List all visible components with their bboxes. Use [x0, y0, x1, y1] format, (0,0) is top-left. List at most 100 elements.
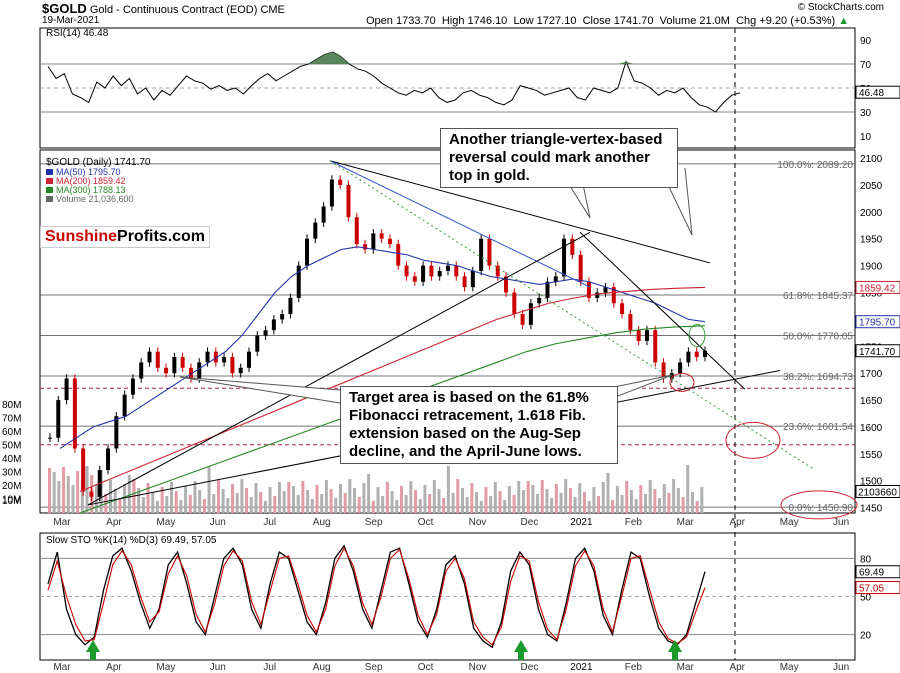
price-x-label: Apr [106, 517, 122, 528]
volume-bar [625, 481, 629, 513]
annotation-target-area: Target area is based on the 61.8% Fibona… [340, 386, 618, 464]
volume-bar [615, 486, 619, 513]
price-candle-body [445, 265, 450, 271]
sto-x-label: Jul [263, 662, 276, 673]
price-value-box [855, 280, 900, 294]
price-candle-body [114, 416, 119, 449]
volume-bar [226, 498, 230, 513]
price-legend-title: $GOLD (Daily) 1741.70 [46, 157, 151, 168]
volume-bar [409, 481, 413, 513]
price-candle-body [56, 400, 61, 438]
sto-x-label: Nov [469, 662, 487, 673]
volume-bar [202, 499, 206, 513]
price-candle-body [329, 179, 334, 207]
brand-logo: SunshineProfits.com [40, 226, 211, 248]
volume-bar [639, 485, 643, 513]
sto-x-label: Oct [418, 662, 434, 673]
volume-bar [676, 488, 680, 513]
price-candle-body [89, 491, 94, 497]
sto-x-label: 2021 [570, 662, 593, 673]
volume-bar [301, 481, 305, 513]
volume-bar [611, 500, 615, 513]
volume-bar [57, 481, 61, 513]
price-candle-body [669, 373, 674, 379]
volume-bar [334, 498, 338, 513]
volume-bar [568, 488, 572, 513]
note2-pointer-left [179, 376, 341, 404]
price-value-label: 1859.42 [859, 283, 896, 294]
volume-bar [700, 487, 704, 513]
sto-d-line [47, 547, 706, 646]
volume-bar [357, 497, 361, 513]
price-x-label: Mar [53, 517, 71, 528]
fib-label: 23.6%: 1601.54 [783, 422, 853, 433]
volume-bar [456, 479, 460, 513]
price-candle-body [72, 378, 77, 449]
volume-bar [390, 491, 394, 513]
price-tick-label: 2050 [860, 181, 883, 192]
volume-bar [127, 475, 131, 513]
volume-bar [381, 496, 385, 513]
trendline-support [87, 231, 591, 506]
price-candle-body [271, 319, 276, 331]
volume-bar [235, 493, 239, 513]
volume-bar [475, 492, 479, 513]
rsi-tick-label: 30 [860, 108, 872, 119]
volume-bar [137, 488, 141, 513]
price-value-box [855, 344, 900, 358]
legend-entry: Volume 21,036,600 [56, 194, 134, 204]
price-tick-label: 2100 [860, 154, 883, 165]
price-candle-body [139, 362, 144, 379]
price-candle-body [595, 292, 600, 298]
volume-bar [85, 466, 89, 513]
volume-axis-label: 20M [2, 481, 21, 492]
sto-x-label: Feb [625, 662, 643, 673]
price-candle-body [222, 357, 227, 363]
volume-bar [695, 501, 699, 513]
volume-bar [573, 497, 577, 513]
sto-value-label: 69.49 [859, 568, 884, 579]
volume-bar [113, 489, 117, 513]
volume-bar [442, 498, 446, 513]
volume-axis-label: 40M [2, 454, 21, 465]
price-candle-body [172, 357, 177, 374]
volume-bar [484, 487, 488, 513]
sto-value-box [855, 565, 900, 579]
price-candle-body [512, 292, 517, 315]
price-tick-label: 1450 [860, 504, 883, 515]
price-candle-body [603, 287, 608, 293]
volume-bar [587, 501, 591, 513]
volume-bar [498, 491, 502, 513]
rsi-value-label: 46.48 [859, 88, 884, 99]
volume-bar [686, 465, 690, 513]
price-candle-body [520, 314, 525, 325]
volume-bar [428, 494, 432, 513]
price-value-label: 1741.70 [859, 347, 896, 358]
volume-bar [170, 482, 174, 513]
legend-swatch [46, 196, 53, 202]
volume-bar [531, 485, 535, 513]
price-candle-body [479, 238, 484, 271]
price-candle-body [429, 265, 434, 277]
rsi-overbought-fill [308, 52, 635, 64]
volume-bar [292, 486, 296, 513]
trendline-upper [329, 160, 711, 264]
volume-bar [681, 497, 685, 513]
volume-bar [118, 498, 122, 513]
volume-bar [277, 482, 281, 513]
price-candle-body [470, 271, 475, 288]
volume-bar [245, 488, 249, 513]
volume-bar [662, 484, 666, 513]
price-candle-body [321, 206, 326, 223]
volume-bar [207, 467, 211, 513]
price-candle-body [562, 238, 567, 277]
volume-bar [489, 496, 493, 513]
rsi-line [47, 51, 741, 113]
volume-axis-label: 60M [2, 427, 21, 438]
volume-axis-label: 30M [2, 468, 21, 479]
price-candle-body [586, 281, 591, 298]
volume-bar [653, 489, 657, 513]
price-candle-body [387, 238, 392, 245]
fib-label: 100.0%: 2089.20 [777, 160, 853, 171]
fib-label: 38.2%: 1694.73 [783, 372, 853, 383]
